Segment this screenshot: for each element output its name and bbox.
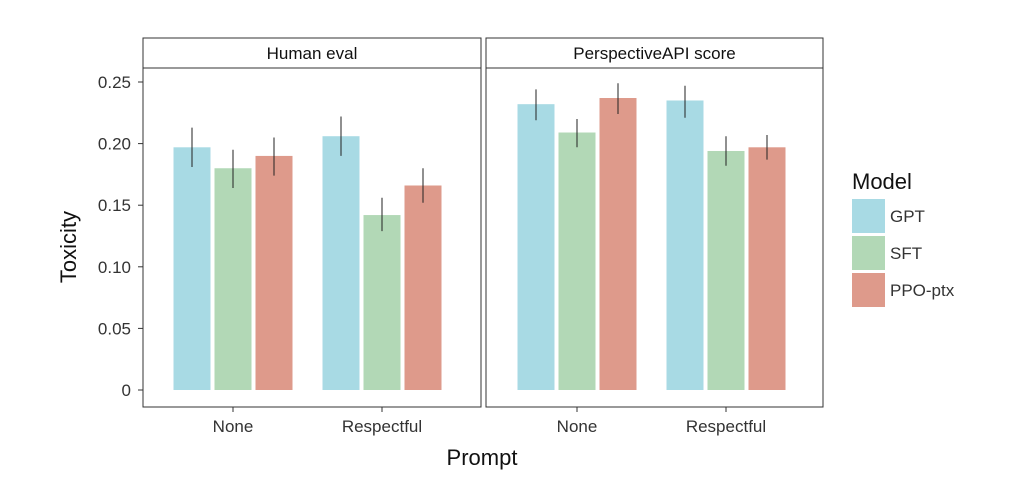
y-tick-label: 0.25 xyxy=(98,73,131,92)
legend-label-sft: SFT xyxy=(890,244,922,263)
bar-sft-none xyxy=(214,168,252,390)
bar-ppo-ptx-none xyxy=(599,98,637,391)
bar-ppo-ptx-respectful xyxy=(404,185,442,390)
bar-gpt-none xyxy=(517,104,555,391)
bar-gpt-none xyxy=(173,147,211,390)
facet-panel-0: Human eval None Respectful xyxy=(142,37,482,436)
legend-swatch-gpt xyxy=(852,199,885,233)
legend-title: Model xyxy=(852,169,912,194)
facet-panel-border xyxy=(485,67,824,408)
legend: Model GPT SFT PPO-ptx xyxy=(852,169,955,307)
bar-gpt-respectful xyxy=(322,136,360,390)
x-tick-label: None xyxy=(557,417,598,436)
bar-sft-respectful xyxy=(707,150,745,390)
legend-label-ppo-ptx: PPO-ptx xyxy=(890,281,955,300)
legend-label-gpt: GPT xyxy=(890,207,925,226)
facet-panel-1: PerspectiveAPI score None Respectful xyxy=(485,37,824,436)
y-axis-label: Toxicity xyxy=(56,211,81,283)
x-tick-label: Respectful xyxy=(342,417,422,436)
x-axis-label: Prompt xyxy=(447,445,518,470)
y-axis: 0 0.05 0.10 0.15 0.20 0.25 xyxy=(98,73,143,400)
x-tick-label: Respectful xyxy=(686,417,766,436)
bar-sft-none xyxy=(558,132,596,390)
facet-strip-title: Human eval xyxy=(267,44,358,63)
facet-strip-title: PerspectiveAPI score xyxy=(573,44,736,63)
legend-swatch-sft xyxy=(852,236,885,270)
x-tick-label: None xyxy=(213,417,254,436)
y-tick-label: 0.20 xyxy=(98,135,131,154)
y-tick-label: 0.10 xyxy=(98,258,131,277)
bar-ppo-ptx-respectful xyxy=(748,147,786,390)
bar-gpt-respectful xyxy=(666,100,704,390)
facet-strip xyxy=(485,37,824,69)
y-tick-label: 0.05 xyxy=(98,319,131,338)
facet-panel-border xyxy=(142,67,482,408)
y-tick-label: 0 xyxy=(122,381,131,400)
bar-ppo-ptx-none xyxy=(255,155,293,390)
y-tick-label: 0.15 xyxy=(98,196,131,215)
legend-swatch-ppo-ptx xyxy=(852,273,885,307)
facet-strip xyxy=(142,37,482,69)
bar-sft-respectful xyxy=(363,215,401,390)
